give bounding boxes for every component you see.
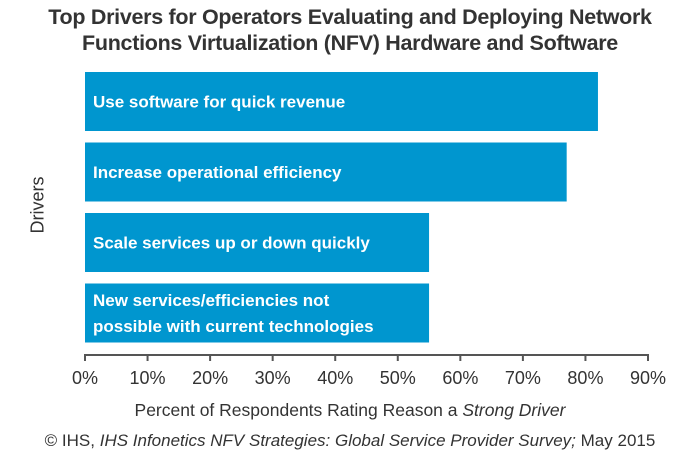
x-tick-label-20: 20% bbox=[192, 368, 228, 388]
source-italic: IHS Infonetics NFV Strategies: Global Se… bbox=[99, 431, 576, 450]
source-prefix: © IHS, bbox=[44, 431, 100, 450]
bar-4 bbox=[85, 283, 430, 343]
bar-3 bbox=[85, 213, 430, 272]
source-suffix: May 2015 bbox=[575, 431, 656, 450]
chart-title: Top Drivers for Operators Evaluating and… bbox=[0, 4, 700, 56]
bar-label-3: Scale services up or down quickly bbox=[93, 234, 370, 253]
bar-label-1: Use software for quick revenue bbox=[93, 93, 345, 112]
x-axis-label-italic: Strong Driver bbox=[462, 400, 566, 420]
bar-2 bbox=[85, 142, 567, 202]
x-tick-label-60: 60% bbox=[442, 368, 478, 388]
x-tick-label-30: 30% bbox=[255, 368, 291, 388]
x-tick-label-50: 50% bbox=[380, 368, 416, 388]
x-tick-label-10: 10% bbox=[130, 368, 166, 388]
bar-1 bbox=[85, 72, 598, 131]
bar-label-4-line-1: New services/efficiencies not bbox=[93, 291, 330, 310]
x-axis-label-plain: Percent of Respondents Rating Reason a bbox=[134, 400, 463, 420]
x-axis-label: Percent of Respondents Rating Reason a S… bbox=[0, 400, 700, 421]
x-tick-label-80: 80% bbox=[567, 368, 603, 388]
bar-label-4-line-2: possible with current technologies bbox=[93, 317, 374, 336]
x-tick-label-0: 0% bbox=[72, 368, 98, 388]
chart-title-line-1: Top Drivers for Operators Evaluating and… bbox=[48, 5, 652, 29]
x-tick-label-70: 70% bbox=[505, 368, 541, 388]
x-tick-label-40: 40% bbox=[317, 368, 353, 388]
chart-title-line-2: Functions Virtualization (NFV) Hardware … bbox=[82, 31, 618, 55]
bar-label-2: Increase operational efficiency bbox=[93, 163, 342, 182]
x-tick-label-90: 90% bbox=[630, 368, 666, 388]
source-note: © IHS, IHS Infonetics NFV Strategies: Gl… bbox=[0, 431, 700, 451]
